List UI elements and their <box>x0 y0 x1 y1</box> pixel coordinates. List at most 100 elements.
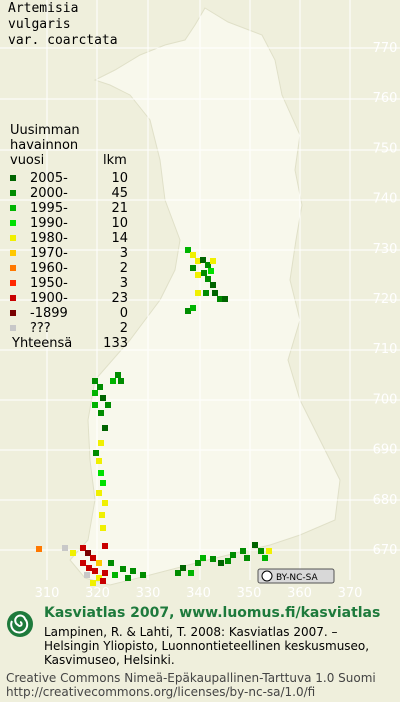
y-label: 760 <box>373 91 398 106</box>
legend-swatch <box>10 250 16 256</box>
y-label: 700 <box>373 392 398 407</box>
title-line: vulgaris <box>8 17 71 32</box>
observation-square <box>102 543 108 549</box>
x-label: 330 <box>136 586 161 601</box>
observation-square <box>96 575 102 581</box>
x-labels: 310 320 330 340 350 360 370 <box>35 586 363 601</box>
legend-heading: havainnon <box>10 138 78 153</box>
legend-swatch <box>10 325 16 331</box>
legend-total: 133 <box>103 336 128 351</box>
observation-square <box>86 565 92 571</box>
observation-square <box>222 296 228 302</box>
legend-count: 23 <box>111 291 128 306</box>
legend-rows: 2005- 10 2000- 45 1995- 21 1990- 10 1980- 14 1970-… <box>10 171 128 336</box>
x-label: 320 <box>85 586 110 601</box>
observation-square <box>175 570 181 576</box>
observation-square <box>92 390 98 396</box>
observation-square <box>84 572 90 578</box>
observation-square <box>108 560 114 566</box>
legend-swatch <box>10 295 16 301</box>
badge-text: BY-NC-SA <box>276 573 319 583</box>
title-line: Artemisia <box>8 1 78 16</box>
legend-count: 2 <box>120 321 128 336</box>
y-label: 720 <box>373 292 398 307</box>
legend-count: 3 <box>120 246 128 261</box>
license-line: http://creativecommons.org/licenses/by-n… <box>6 685 315 699</box>
observation-square <box>252 542 258 548</box>
legend-swatch <box>10 190 16 196</box>
y-label: 690 <box>373 443 398 458</box>
observation-square <box>230 552 236 558</box>
x-label: 350 <box>237 586 262 601</box>
observation-square <box>85 550 91 556</box>
observation-square <box>93 450 99 456</box>
badge-icon <box>261 570 273 582</box>
observation-square <box>205 262 211 268</box>
legend-swatch <box>10 310 16 316</box>
observation-square <box>102 570 108 576</box>
observation-square <box>225 558 231 564</box>
observation-square <box>112 572 118 578</box>
title: Artemisia vulgaris var. coarctata <box>8 1 118 48</box>
observation-square <box>200 555 206 561</box>
y-label: 740 <box>373 192 398 207</box>
legend-swatch <box>10 265 16 271</box>
footer: Kasviatlas 2007, www.luomus.fi/kasviatla… <box>6 605 380 699</box>
observation-square <box>98 470 104 476</box>
x-label: 370 <box>338 586 363 601</box>
observation-square <box>96 560 102 566</box>
license-line: Creative Commons Nimeä-Epäkaupallinen-Ta… <box>6 671 376 685</box>
observation-square <box>100 395 106 401</box>
observation-square <box>188 570 194 576</box>
observation-square <box>200 257 206 263</box>
observation-square <box>180 565 186 571</box>
observation-square <box>205 276 211 282</box>
observation-square <box>98 440 104 446</box>
observation-square <box>217 296 223 302</box>
license-badge: BY-NC-SA <box>257 568 335 584</box>
observation-square <box>92 378 98 384</box>
legend-count: 10 <box>111 216 128 231</box>
observation-square <box>244 555 250 561</box>
footer-brand: Kasviatlas 2007, www.luomus.fi/kasviatla… <box>44 605 380 621</box>
y-labels: 770 760 750 740 730 720 710 700 690 680 670 <box>373 41 398 558</box>
y-label: 770 <box>373 41 398 56</box>
observations <box>36 247 272 586</box>
observation-square <box>96 490 102 496</box>
legend-swatch <box>10 280 16 286</box>
legend-count: 2 <box>120 261 128 276</box>
x-label: 340 <box>186 586 211 601</box>
observation-square <box>210 282 216 288</box>
legend-swatch <box>10 175 16 181</box>
legend-label: 1990- <box>30 216 68 231</box>
observation-square <box>102 500 108 506</box>
observation-square <box>97 384 103 390</box>
title-line: var. coarctata <box>8 33 118 48</box>
observation-square <box>98 410 104 416</box>
observation-square <box>102 425 108 431</box>
observation-square <box>100 525 106 531</box>
x-label: 360 <box>287 586 312 601</box>
observation-square <box>195 272 201 278</box>
observation-square <box>203 290 209 296</box>
observation-square <box>266 548 272 554</box>
observation-square <box>80 545 86 551</box>
observation-square <box>258 548 264 554</box>
observation-square <box>90 555 96 561</box>
observation-square <box>100 578 106 584</box>
legend-label: 1900- <box>30 291 68 306</box>
legend-heading: Uusimman <box>10 123 80 138</box>
citation-line: Kasvimuseo, Helsinki. <box>44 653 175 667</box>
legend-label: -1899 <box>30 306 68 321</box>
legend-heading: vuosi <box>10 153 44 168</box>
y-label: 710 <box>373 342 398 357</box>
y-label: 750 <box>373 141 398 156</box>
observation-square <box>210 258 216 264</box>
citation-line: Helsingin Yliopisto, Luonnontieteellinen… <box>44 639 369 653</box>
legend-label: 1950- <box>30 276 68 291</box>
legend-total-label: Yhteensä <box>11 336 72 351</box>
observation-square <box>80 560 86 566</box>
legend-count: 0 <box>120 306 128 321</box>
observation-square <box>115 372 121 378</box>
